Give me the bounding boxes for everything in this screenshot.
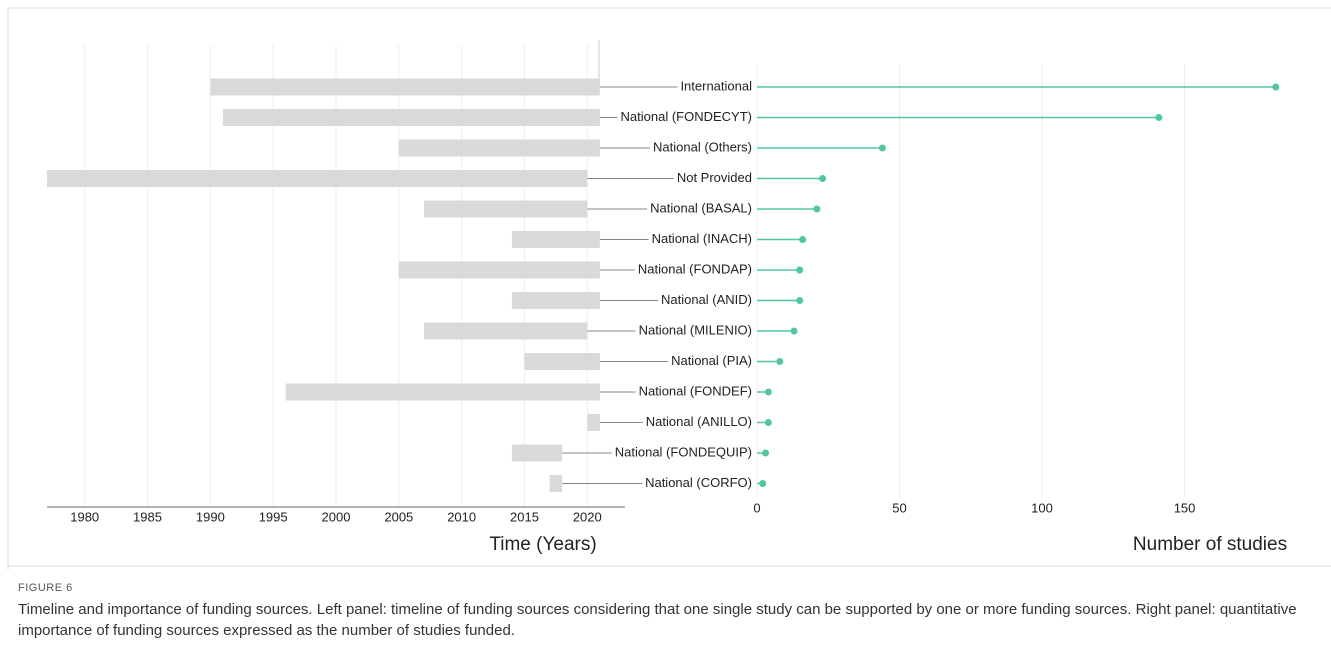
range-bar bbox=[285, 383, 600, 401]
category-label: Not Provided bbox=[677, 170, 752, 185]
category-label: National (CORFO) bbox=[645, 475, 752, 490]
category-label: National (FONDEQUIP) bbox=[615, 444, 752, 459]
category-label: National (FONDECYT) bbox=[621, 109, 752, 124]
x-tick-label: 150 bbox=[1174, 500, 1196, 515]
chart: Time (Years) Number of studies Internati… bbox=[7, 7, 1331, 570]
x-tick-label: 2000 bbox=[322, 509, 351, 524]
x-tick-label: 50 bbox=[892, 500, 906, 515]
dot bbox=[796, 266, 804, 274]
x-tick-label: 1985 bbox=[133, 509, 162, 524]
dot bbox=[790, 327, 798, 335]
x-axis-title: Number of studies bbox=[1133, 534, 1287, 555]
category-label: National (ANILLO) bbox=[646, 414, 752, 429]
x-tick-label: 100 bbox=[1031, 500, 1053, 515]
range-bar bbox=[210, 78, 600, 96]
x-axis-title: Time (Years) bbox=[489, 534, 596, 555]
range-bar bbox=[511, 292, 600, 309]
dot bbox=[813, 205, 821, 213]
dot bbox=[1155, 114, 1163, 121]
category-label: International bbox=[680, 78, 752, 93]
x-tick-label: 2015 bbox=[510, 509, 539, 524]
x-tick-label: 2005 bbox=[384, 509, 413, 524]
range-bar bbox=[222, 109, 600, 126]
range-bar bbox=[511, 231, 600, 248]
dot bbox=[762, 449, 770, 457]
x-tick-label: 1990 bbox=[196, 509, 225, 524]
range-bar bbox=[549, 475, 563, 492]
range-bar bbox=[47, 170, 588, 187]
x-tick-label: 0 bbox=[753, 500, 760, 515]
category-label: National (MILENIO) bbox=[639, 322, 752, 337]
range-bar bbox=[398, 139, 600, 157]
category-label: National (BASAL) bbox=[650, 200, 752, 215]
range-bar bbox=[398, 261, 600, 279]
range-bar bbox=[423, 322, 588, 340]
range-bar bbox=[587, 414, 600, 431]
dot bbox=[764, 388, 772, 396]
dot bbox=[799, 236, 807, 243]
category-label: National (FONDAP) bbox=[638, 261, 752, 276]
category-label: National (INACH) bbox=[652, 231, 752, 246]
category-label: National (FONDEF) bbox=[639, 383, 752, 398]
dot bbox=[878, 144, 886, 152]
category-label: National (ANID) bbox=[661, 292, 752, 307]
x-tick-label: 2010 bbox=[447, 509, 476, 524]
x-tick-label: 1995 bbox=[259, 509, 288, 524]
range-bar bbox=[511, 444, 563, 462]
category-label: National (PIA) bbox=[671, 353, 752, 368]
dot bbox=[759, 480, 767, 487]
range-bar bbox=[423, 200, 588, 218]
dot bbox=[776, 358, 784, 365]
figure-label: FIGURE 6 bbox=[18, 582, 73, 594]
dot bbox=[1272, 83, 1280, 91]
dot bbox=[796, 297, 804, 304]
range-bar bbox=[524, 353, 600, 370]
dot bbox=[764, 419, 772, 426]
x-tick-label: 2020 bbox=[573, 509, 602, 524]
caption: Timeline and importance of funding sourc… bbox=[18, 601, 1297, 639]
x-tick-label: 1980 bbox=[70, 509, 99, 524]
dot bbox=[819, 175, 827, 182]
category-label: National (Others) bbox=[653, 139, 752, 154]
